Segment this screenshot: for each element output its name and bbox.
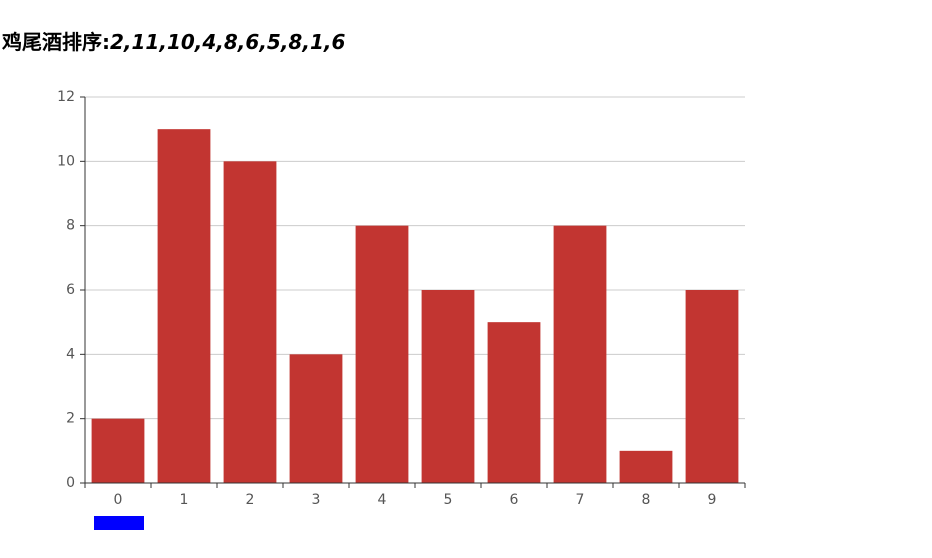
x-tick-label: 5 [444, 492, 453, 508]
x-tick-label: 7 [576, 492, 585, 508]
bar [355, 225, 409, 483]
x-tick-label: 3 [312, 492, 321, 508]
x-tick-label: 8 [642, 492, 651, 508]
sequence: 2,11,10,4,8,6,5,8,1,6 [110, 30, 346, 54]
y-tick-label: 0 [66, 475, 75, 491]
y-tick-label: 10 [57, 153, 75, 169]
y-tick-label: 4 [66, 346, 75, 362]
bar [289, 354, 343, 483]
y-tick-label: 2 [66, 411, 75, 427]
bar [421, 290, 475, 483]
x-tick-label: 6 [510, 492, 519, 508]
x-tick-label: 4 [378, 492, 387, 508]
bar [223, 161, 277, 484]
y-tick-label: 8 [66, 218, 75, 234]
bar [685, 290, 739, 483]
x-tick-label: 1 [180, 492, 189, 508]
title: 鸡尾酒排序: [2, 30, 110, 54]
bar [553, 225, 607, 483]
x-tick-label: 2 [246, 492, 255, 508]
x-tick-label: 0 [114, 492, 123, 508]
bar [619, 450, 673, 483]
bar [91, 418, 145, 483]
bar [157, 129, 211, 483]
y-tick-label: 6 [66, 282, 75, 298]
bar [487, 322, 541, 483]
x-tick-label: 9 [708, 492, 717, 508]
heading: 鸡尾酒排序:2,11,10,4,8,6,5,8,1,6 [2, 26, 345, 55]
blue-block [94, 516, 144, 530]
y-tick-label: 12 [57, 89, 75, 105]
